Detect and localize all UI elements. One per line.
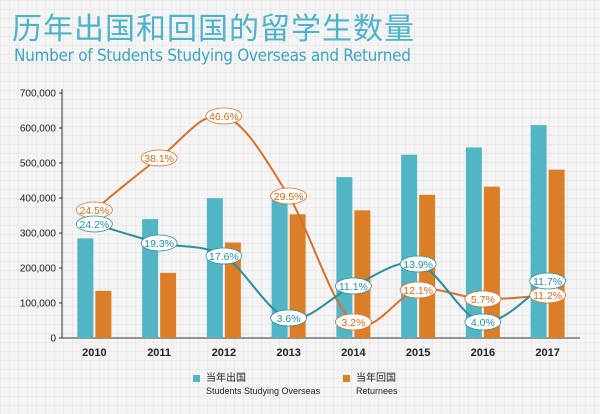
returnees-growth-bubble: [140, 149, 178, 167]
bar-overseas: [530, 125, 547, 338]
legend-overseas-en: Students Studying Overseas: [206, 386, 321, 396]
bar-overseas: [465, 147, 482, 338]
overseas-growth-bubble: [399, 255, 437, 273]
y-tick-label: 0: [50, 334, 56, 345]
chart-subtitle: Number of Students Studying Overseas and…: [14, 46, 411, 66]
returnees-growth-bubble: [205, 107, 243, 125]
y-tick-label: 700,000: [20, 89, 57, 100]
returnees-growth-label: 5.7%: [471, 294, 495, 306]
x-tick-label: 2014: [341, 347, 366, 359]
bar-overseas: [336, 177, 353, 338]
overseas-growth-bubble: [464, 313, 502, 331]
x-tick-label: 2013: [276, 347, 300, 359]
overseas-growth-label: 11.1%: [339, 281, 368, 293]
overseas-growth-label: 4.0%: [471, 317, 495, 329]
returnees-growth-bubble: [399, 281, 437, 299]
returnees-growth-label: 3.2%: [341, 317, 365, 329]
y-tick-label: 500,000: [20, 159, 57, 170]
legend-swatch-returnees: [343, 374, 350, 382]
x-tick-label: 2010: [82, 347, 106, 359]
bar-overseas: [401, 154, 418, 338]
y-tick-label: 300,000: [20, 229, 57, 240]
overseas-growth-label: 17.6%: [209, 251, 239, 263]
overseas-growth-label: 3.6%: [277, 313, 301, 325]
returnees-growth-label: 12.1%: [403, 285, 433, 297]
legend-swatch-overseas: [193, 374, 200, 382]
x-tick-label: 2017: [535, 347, 559, 359]
bar-returnees: [548, 169, 565, 338]
overseas-growth-bubble: [205, 247, 243, 265]
overseas-growth-bubble: [529, 272, 567, 290]
legend-returnees-cn: 当年回国: [356, 373, 396, 384]
y-tick-label: 100,000: [20, 299, 57, 310]
returnees-growth-bubble: [464, 290, 502, 308]
returnees-growth-label: 46.6%: [209, 111, 239, 123]
overseas-growth-bubble: [270, 309, 308, 327]
bar-returnees: [95, 290, 112, 338]
bar-returnees: [160, 272, 177, 338]
legend-overseas: 当年出国 Students Studying Overseas: [193, 372, 320, 398]
x-tick-label: 2015: [406, 347, 430, 359]
bar-returnees: [289, 214, 306, 338]
overseas-growth-bubble: [75, 215, 113, 233]
bar-overseas: [77, 238, 94, 338]
overseas-growth-label: 13.9%: [403, 259, 433, 271]
y-tick-label: 600,000: [20, 124, 57, 135]
overseas-growth-label: 24.2%: [79, 219, 109, 231]
returnees-growth-bubble: [334, 313, 372, 331]
legend-returnees: 当年回国 Returnees: [343, 372, 398, 398]
overseas-growth-label: 19.3%: [144, 238, 174, 250]
x-tick-label: 2016: [471, 347, 495, 359]
overseas-growth-bubble: [334, 277, 372, 295]
y-tick-label: 200,000: [20, 264, 57, 275]
overseas-growth-bubble: [140, 234, 178, 252]
returnees-growth-bubble: [270, 187, 308, 205]
returnees-growth-label: 29.5%: [274, 191, 304, 203]
legend-returnees-en: Returnees: [356, 386, 398, 396]
bar-overseas: [271, 193, 288, 338]
returnees-growth-label: 24.5%: [79, 205, 109, 217]
chart-title: 历年出国和回国的留学生数量: [12, 12, 415, 47]
x-tick-label: 2011: [147, 347, 171, 359]
x-tick-label: 2012: [212, 347, 236, 359]
legend-overseas-cn: 当年出国: [206, 373, 246, 384]
returnees-growth-label: 11.2%: [533, 290, 562, 302]
bar-overseas: [206, 198, 223, 338]
overseas-growth-label: 11.7%: [533, 276, 562, 288]
returnees-growth-label: 38.1%: [144, 153, 174, 165]
y-tick-label: 400,000: [20, 194, 57, 205]
bar-returnees: [354, 210, 371, 338]
